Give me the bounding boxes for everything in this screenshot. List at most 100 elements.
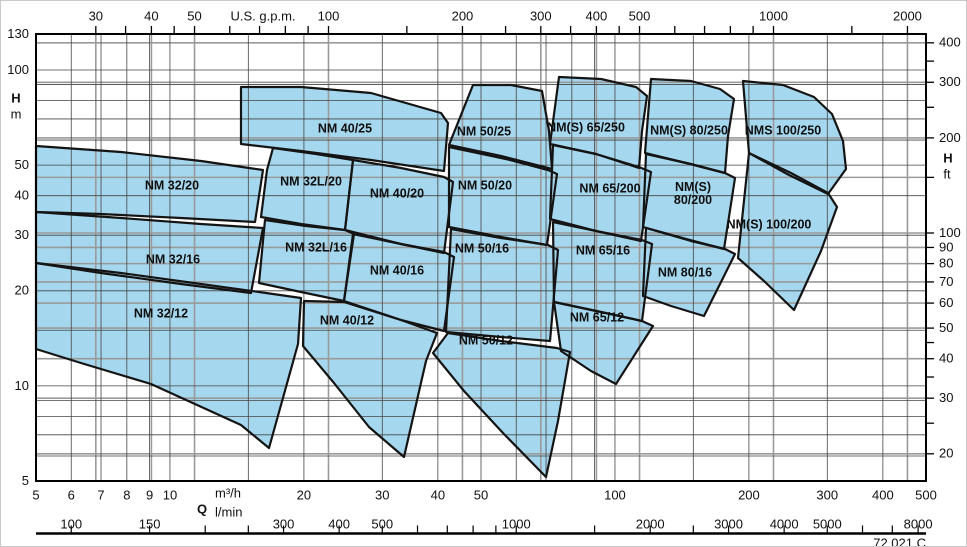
region-label-nm-40-12: NM 40/12	[320, 313, 374, 327]
q-lmin-tick-label: 400	[328, 516, 350, 531]
region-label-nm-65-12: NM 65/12	[570, 310, 624, 324]
h-m-tick-label: 130	[7, 26, 29, 41]
h-ft-tick-label: 50	[939, 320, 953, 335]
gpm-tick-label: 50	[187, 8, 201, 23]
plot-border	[35, 33, 927, 482]
left-axis-title-H: H	[11, 90, 20, 105]
gpm-tick-label: 100	[318, 8, 340, 23]
q-m3h-tick-label: 300	[816, 487, 838, 502]
q-lmin-tick-label: 300	[273, 516, 295, 531]
region-label-nm-40-16: NM 40/16	[370, 263, 424, 277]
axis-top-usgpm: 30 40 50 100 200 300 400 500 1000 2000 U.S. g.p.m.	[89, 8, 922, 34]
region-label-nm-50-12: NM 50/12	[459, 333, 513, 347]
h-ft-tick-label: 80	[939, 256, 953, 271]
h-ft-tick-label: 300	[939, 74, 961, 89]
q-m3h-tick-label: 40	[431, 487, 445, 502]
q-axis-symbol: Q	[197, 501, 207, 516]
region-label-nm-50-16: NM 50/16	[455, 241, 509, 255]
h-ft-tick-label: 70	[939, 274, 953, 289]
region-label-nm-32-20: NM 32/20	[145, 178, 199, 192]
q-m3h-tick-label: 50	[474, 487, 488, 502]
q-m3h-tick-label: 20	[297, 487, 311, 502]
region-outline-nms-100-200	[736, 151, 839, 312]
region-label-nms-65-250: NM(S) 65/250	[547, 120, 625, 134]
region-fill-nm-32l-20	[261, 148, 353, 230]
region-fill-nms-65-250	[550, 77, 647, 168]
region-outline-nm-50-25	[447, 83, 554, 171]
q-m3h-tick-label: 8	[123, 487, 130, 502]
pump-region-fills	[36, 77, 846, 477]
q-lmin-tick-label: 5000	[813, 516, 842, 531]
q-unit-m3h: m³/h	[215, 485, 241, 500]
region-outline-nms-100-250	[741, 79, 848, 196]
region-outline-nm-65-12	[552, 300, 655, 386]
region-label-nm-32l-16: NM 32L/16	[285, 240, 347, 254]
region-outline-nm-40-12	[301, 299, 439, 459]
gpm-tick-label: 500	[629, 8, 651, 23]
region-outline-nm-65-200	[548, 143, 653, 243]
gpm-tick-label: 300	[530, 8, 552, 23]
q-m3h-tick-label: 500	[915, 487, 937, 502]
region-label-nm-32l-20: NM 32L/20	[280, 174, 342, 188]
region-fill-nm-65-200	[550, 145, 651, 241]
h-m-tick-label: 40	[15, 188, 29, 203]
pump-region-labels: NM 40/25 NM 50/25 NM(S) 65/250 NM(S) 80/250…	[134, 120, 821, 347]
q-lmin-tick-label: 1000	[502, 516, 531, 531]
drawing-number-footnote: 72.021 C	[873, 535, 926, 547]
region-label-nms-100-200: NM(S) 100/200	[727, 217, 812, 231]
region-label-nm-65-16: NM 65/16	[576, 243, 630, 257]
h-ft-tick-label: 40	[939, 351, 953, 366]
h-m-tick-label: 20	[15, 283, 29, 298]
region-fill-nm-32-12	[36, 263, 301, 448]
q-lmin-tick-label: 2000	[636, 516, 665, 531]
region-label-nm-50-20: NM 50/20	[458, 178, 512, 192]
h-ft-tick-label: 20	[939, 446, 953, 461]
region-outline-nm-40-25	[239, 85, 450, 173]
gpm-axis-title: U.S. g.p.m.	[230, 8, 295, 23]
h-ft-tick-label: 200	[939, 130, 961, 145]
q-m3h-tick-label: 6	[68, 487, 75, 502]
region-fill-nm-40-12	[303, 301, 437, 457]
q-lmin-tick-label: 100	[60, 516, 82, 531]
region-label-nm-32-16: NM 32/16	[146, 252, 200, 266]
region-fill-nm-40-20	[345, 160, 453, 253]
region-fill-nm-50-12	[433, 333, 570, 477]
region-label-nm-50-25: NM 50/25	[457, 124, 511, 138]
region-fill-nms-100-200	[738, 153, 837, 310]
region-outline-nm-32-12	[34, 261, 303, 450]
q-m3h-tick-label: 30	[375, 487, 389, 502]
left-axis-unit-m: m	[11, 106, 22, 121]
region-fill-nm-50-16	[446, 229, 558, 341]
region-fill-nm-32l-16	[259, 220, 354, 301]
region-label-nms-80-200: NM(S)	[675, 180, 711, 194]
right-axis-unit-ft: ft	[943, 166, 951, 181]
h-m-tick-label: 100	[7, 62, 29, 77]
region-label-nms-80-250: NM(S) 80/250	[650, 123, 728, 137]
gpm-tick-label: 400	[586, 8, 608, 23]
q-lmin-tick-label: 500	[371, 516, 393, 531]
q-m3h-tick-label: 200	[738, 487, 760, 502]
h-m-tick-label: 30	[15, 227, 29, 242]
region-outline-nm-50-20	[447, 145, 559, 247]
region-label-nm-65-200: NM 65/200	[579, 181, 640, 195]
region-label-nms-100-250: NMS 100/250	[745, 123, 821, 137]
region-fill-nm-80-16	[643, 228, 735, 316]
gpm-tick-label: 30	[89, 8, 103, 23]
q-m3h-tick-label: 9	[146, 487, 153, 502]
h-m-tick-label: 5	[22, 473, 29, 488]
h-m-tick-label: 10	[15, 378, 29, 393]
region-fill-nm-50-25	[449, 85, 552, 169]
region-label-nm-40-25: NM 40/25	[318, 121, 372, 135]
q-m3h-tick-label: 10	[163, 487, 177, 502]
axis-bottom-flow: 5 6 7 8 9 10 20 30 40 50 100 200 300 400 500 Qm³/h l/min…	[32, 485, 937, 535]
gpm-tick-label: 40	[144, 8, 158, 23]
h-m-tick-label: 50	[15, 157, 29, 172]
h-ft-tick-label: 30	[939, 390, 953, 405]
region-label-nms-80-200: 80/200	[674, 193, 712, 207]
h-ft-tick-label: 90	[939, 239, 953, 254]
region-label-nm-32-12: NM 32/12	[134, 306, 188, 320]
